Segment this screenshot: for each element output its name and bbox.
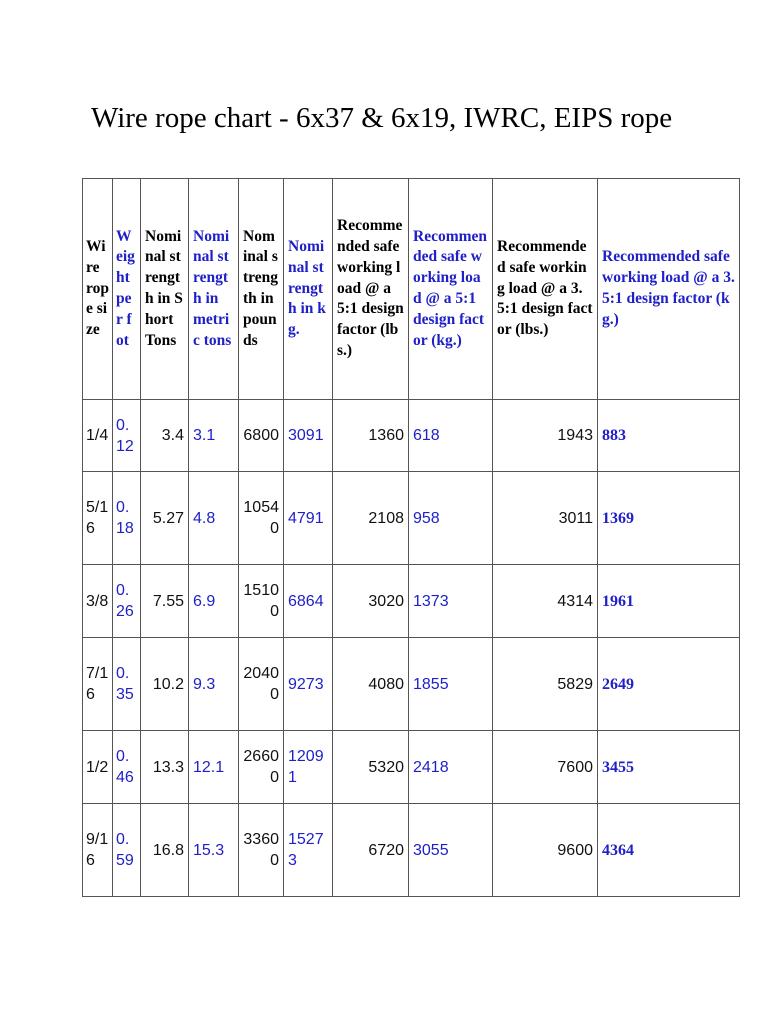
cell-swl35-lbs: 4314 xyxy=(492,564,598,638)
table-row: 1/4 0.12 3.4 3.1 6800 3091 1360 618 1943 883 xyxy=(82,399,740,472)
cell-metric-tons: 15.3 xyxy=(188,803,239,897)
cell-pounds: 26600 xyxy=(238,730,284,804)
cell-swl5-lbs: 2108 xyxy=(332,471,409,565)
cell-size: 3/8 xyxy=(82,564,113,638)
cell-kg: 12091 xyxy=(283,730,333,804)
cell-short-tons: 16.8 xyxy=(140,803,189,897)
header-strength-kg: Nominal strength in kg. xyxy=(283,178,333,400)
cell-pounds: 10540 xyxy=(238,471,284,565)
table-row: 3/8 0.26 7.55 6.9 15100 6864 3020 1373 4314 1961 xyxy=(82,564,740,638)
cell-size: 1/4 xyxy=(82,399,113,472)
cell-swl5-kg: 1373 xyxy=(408,564,493,638)
cell-swl5-kg: 618 xyxy=(408,399,493,472)
cell-metric-tons: 3.1 xyxy=(188,399,239,472)
cell-pounds: 20400 xyxy=(238,637,284,731)
cell-swl5-lbs: 4080 xyxy=(332,637,409,731)
header-swl-5-kg: Recommended safe working load @ a 5:1 de… xyxy=(408,178,493,400)
cell-metric-tons: 9.3 xyxy=(188,637,239,731)
cell-swl5-kg: 958 xyxy=(408,471,493,565)
cell-swl5-lbs: 6720 xyxy=(332,803,409,897)
wire-rope-table: Wire rope size Weight per fot Nominal st… xyxy=(82,178,740,897)
table-row: 1/2 0.46 13.3 12.1 26600 12091 5320 2418 7600 345… xyxy=(82,730,740,804)
header-strength-pounds: Nominal strength in pounds xyxy=(238,178,284,400)
cell-kg: 15273 xyxy=(283,803,333,897)
table-row: 9/16 0.59 16.8 15.3 33600 15273 6720 3055 9600 43… xyxy=(82,803,740,897)
cell-pounds: 33600 xyxy=(238,803,284,897)
cell-swl35-kg: 4364 xyxy=(597,803,740,897)
cell-kg: 9273 xyxy=(283,637,333,731)
cell-metric-tons: 6.9 xyxy=(188,564,239,638)
cell-short-tons: 13.3 xyxy=(140,730,189,804)
cell-swl35-lbs: 5829 xyxy=(492,637,598,731)
cell-swl35-kg: 883 xyxy=(597,399,740,472)
cell-swl35-kg: 2649 xyxy=(597,637,740,731)
cell-swl5-kg: 2418 xyxy=(408,730,493,804)
cell-short-tons: 3.4 xyxy=(140,399,189,472)
cell-swl35-lbs: 9600 xyxy=(492,803,598,897)
cell-short-tons: 5.27 xyxy=(140,471,189,565)
cell-swl5-lbs: 1360 xyxy=(332,399,409,472)
cell-kg: 6864 xyxy=(283,564,333,638)
cell-short-tons: 10.2 xyxy=(140,637,189,731)
cell-swl35-lbs: 1943 xyxy=(492,399,598,472)
header-swl-35-lbs: Recommended safe working load @ a 3.5:1 … xyxy=(492,178,598,400)
table-row: 5/16 0.18 5.27 4.8 10540 4791 2108 958 3011 1369 xyxy=(82,471,740,565)
cell-size: 5/16 xyxy=(82,471,113,565)
cell-swl35-lbs: 7600 xyxy=(492,730,598,804)
cell-swl35-lbs: 3011 xyxy=(492,471,598,565)
cell-swl5-kg: 1855 xyxy=(408,637,493,731)
cell-short-tons: 7.55 xyxy=(140,564,189,638)
cell-kg: 3091 xyxy=(283,399,333,472)
cell-metric-tons: 12.1 xyxy=(188,730,239,804)
cell-pounds: 15100 xyxy=(238,564,284,638)
cell-size: 7/16 xyxy=(82,637,113,731)
cell-swl35-kg: 1369 xyxy=(597,471,740,565)
cell-weight: 0.59 xyxy=(112,803,141,897)
cell-weight: 0.12 xyxy=(112,399,141,472)
cell-size: 1/2 xyxy=(82,730,113,804)
cell-weight: 0.18 xyxy=(112,471,141,565)
cell-swl5-kg: 3055 xyxy=(408,803,493,897)
header-strength-short-tons: Nominal strength in Short Tons xyxy=(140,178,189,400)
cell-swl35-kg: 3455 xyxy=(597,730,740,804)
header-swl-5-lbs: Recommended safe working load @ a 5:1 de… xyxy=(332,178,409,400)
cell-size: 9/16 xyxy=(82,803,113,897)
header-strength-metric-tons: Nominal strength in metric tons xyxy=(188,178,239,400)
cell-metric-tons: 4.8 xyxy=(188,471,239,565)
header-wire-rope-size: Wire rope size xyxy=(82,178,113,400)
cell-swl35-kg: 1961 xyxy=(597,564,740,638)
table-row: 7/16 0.35 10.2 9.3 20400 9273 4080 1855 5829 2649 xyxy=(82,637,740,731)
cell-weight: 0.46 xyxy=(112,730,141,804)
cell-swl5-lbs: 3020 xyxy=(332,564,409,638)
cell-kg: 4791 xyxy=(283,471,333,565)
cell-weight: 0.26 xyxy=(112,564,141,638)
cell-weight: 0.35 xyxy=(112,637,141,731)
page-title: Wire rope chart - 6x37 & 6x19, IWRC, EIP… xyxy=(91,102,673,134)
header-weight-per-foot: Weight per fot xyxy=(112,178,141,400)
cell-swl5-lbs: 5320 xyxy=(332,730,409,804)
header-swl-35-kg: Recommended safe working load @ a 3.5:1 … xyxy=(597,178,740,400)
cell-pounds: 6800 xyxy=(238,399,284,472)
header-row: Wire rope size Weight per fot Nominal st… xyxy=(82,178,740,400)
